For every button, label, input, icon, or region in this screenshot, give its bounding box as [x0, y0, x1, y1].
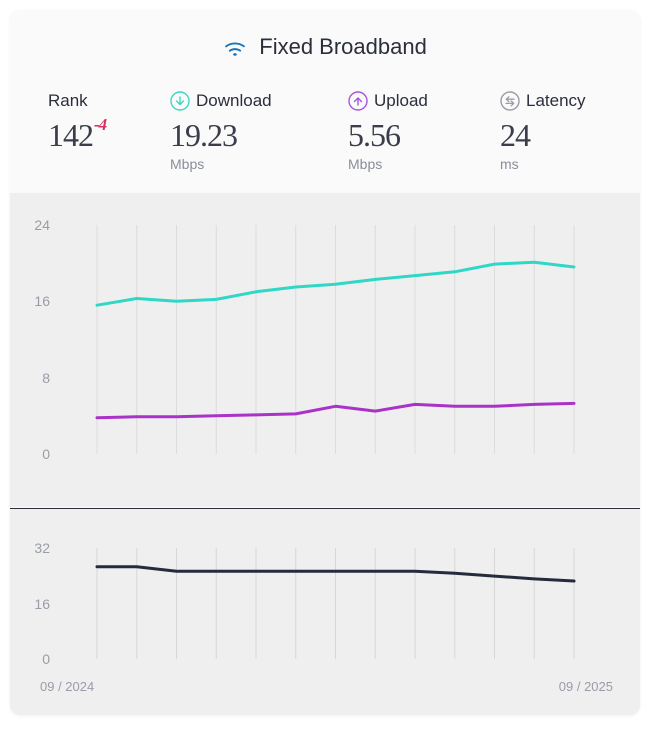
- svg-text:24: 24: [34, 217, 50, 233]
- svg-text:16: 16: [34, 293, 50, 309]
- svg-text:32: 32: [34, 540, 50, 556]
- svg-text:16: 16: [34, 596, 50, 612]
- svg-text:8: 8: [42, 370, 50, 386]
- svg-text:0: 0: [42, 651, 50, 667]
- svg-text:09 / 2025: 09 / 2025: [559, 679, 613, 694]
- svg-text:09 / 2024: 09 / 2024: [40, 679, 94, 694]
- svg-text:0: 0: [42, 446, 50, 462]
